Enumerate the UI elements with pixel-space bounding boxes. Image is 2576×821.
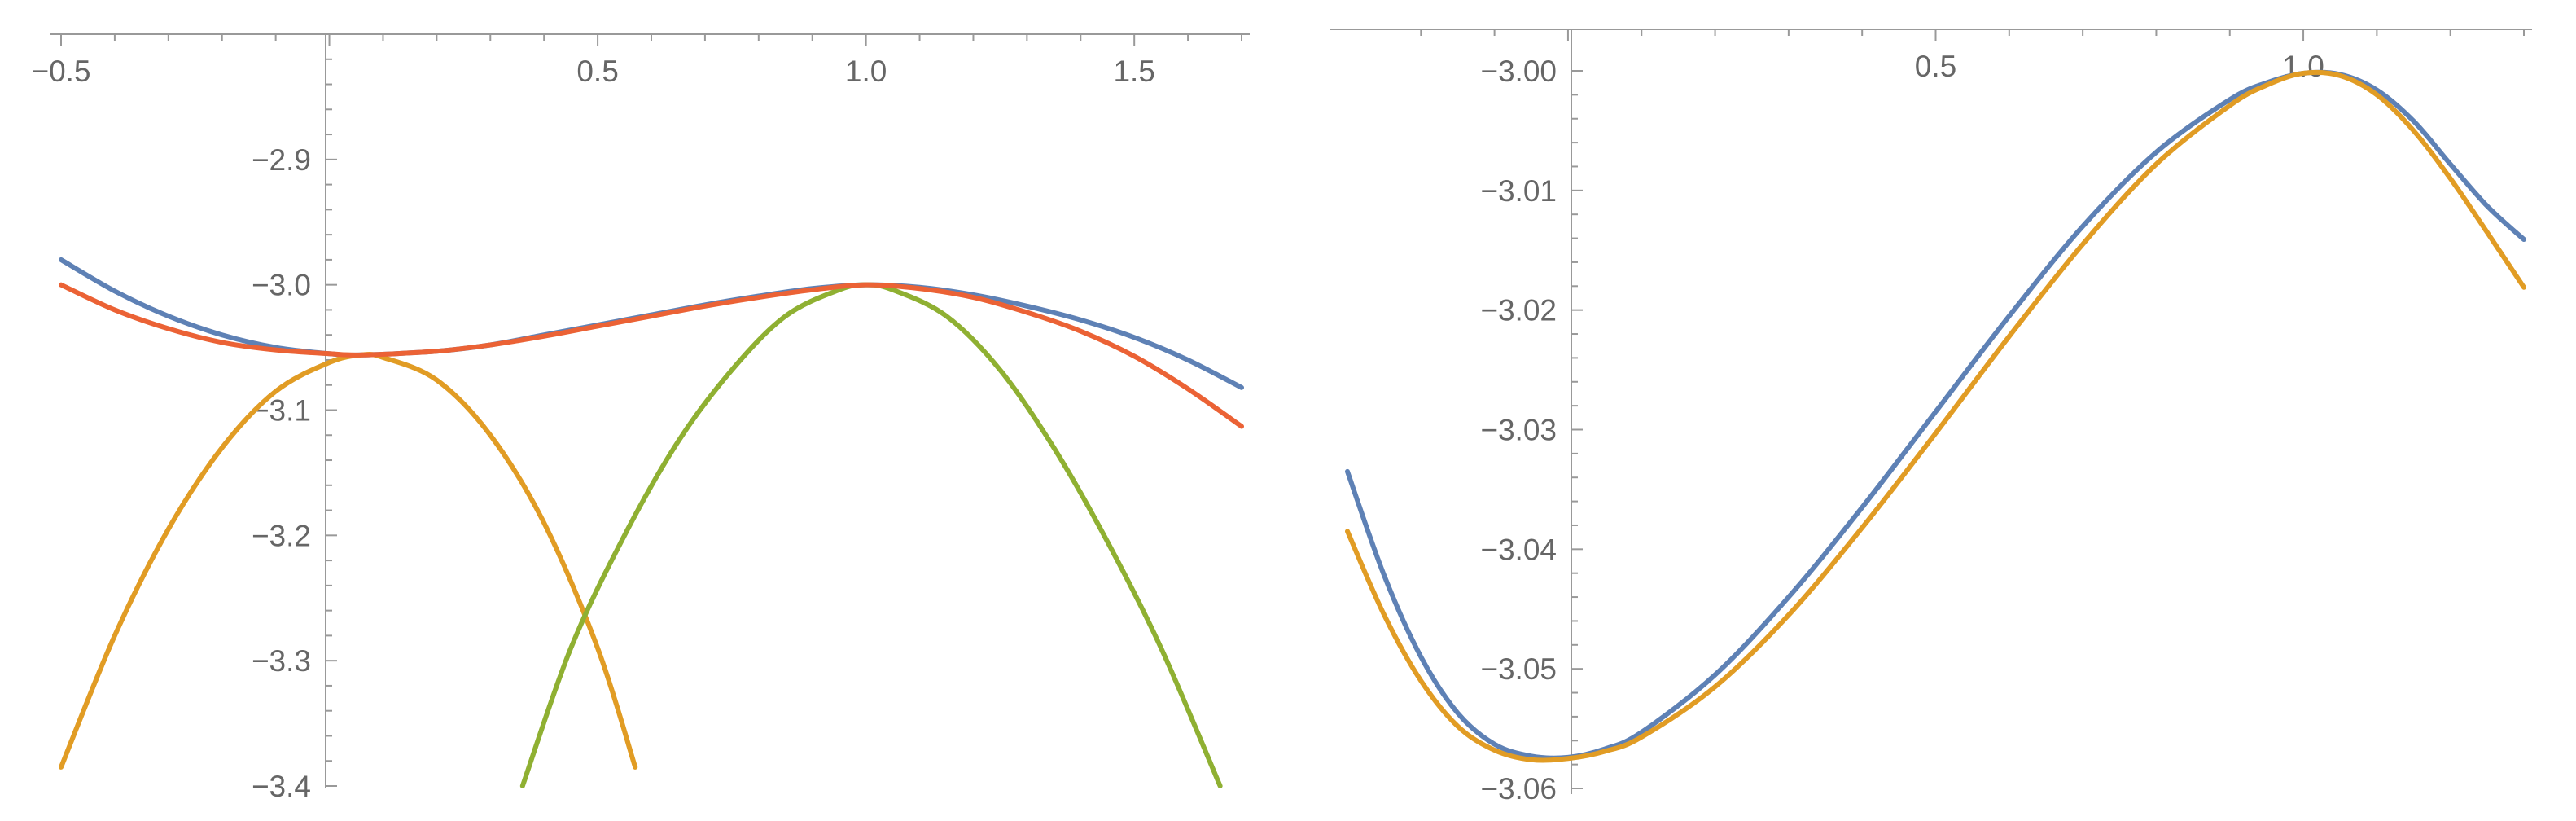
x-tick-label: 1.5 — [1113, 55, 1154, 88]
y-tick-label: −2.9 — [252, 143, 311, 177]
y-tick-label: −3.02 — [1480, 294, 1557, 327]
x-tick-label: −0.5 — [31, 55, 90, 88]
x-tick-label: 0.5 — [576, 55, 618, 88]
x-tick-label: 1.0 — [845, 55, 887, 88]
y-tick-label: −3.05 — [1480, 652, 1557, 686]
y-tick-label: −3.06 — [1480, 772, 1557, 806]
y-tick-label: −3.04 — [1480, 533, 1557, 566]
y-tick-label: −3.4 — [252, 770, 311, 803]
y-tick-label: −3.2 — [252, 519, 311, 552]
right-chart: 0.5 1.0−3.00−3.01−3.02−3.03−3.04−3.05−3.0… — [1330, 29, 2532, 806]
series-line-3 — [519, 282, 1223, 788]
y-tick-label: −3.1 — [252, 394, 311, 428]
series-line-2 — [1345, 69, 2526, 763]
series-line-4 — [59, 282, 1244, 429]
y-tick-label: −3.03 — [1480, 414, 1557, 447]
y-tick-label: −3.01 — [1480, 174, 1557, 208]
y-tick-label: −3.3 — [252, 644, 311, 678]
y-tick-label: −3.0 — [252, 269, 311, 302]
left-chart: −0.5 0.5 1.0 1.5 −2.9 −3.0 −3.1 −3.2 −3.3 −3.4 — [31, 33, 1250, 803]
x-tick-label: 0.5 — [1915, 50, 1956, 83]
y-tick-label: −3.00 — [1480, 55, 1557, 88]
